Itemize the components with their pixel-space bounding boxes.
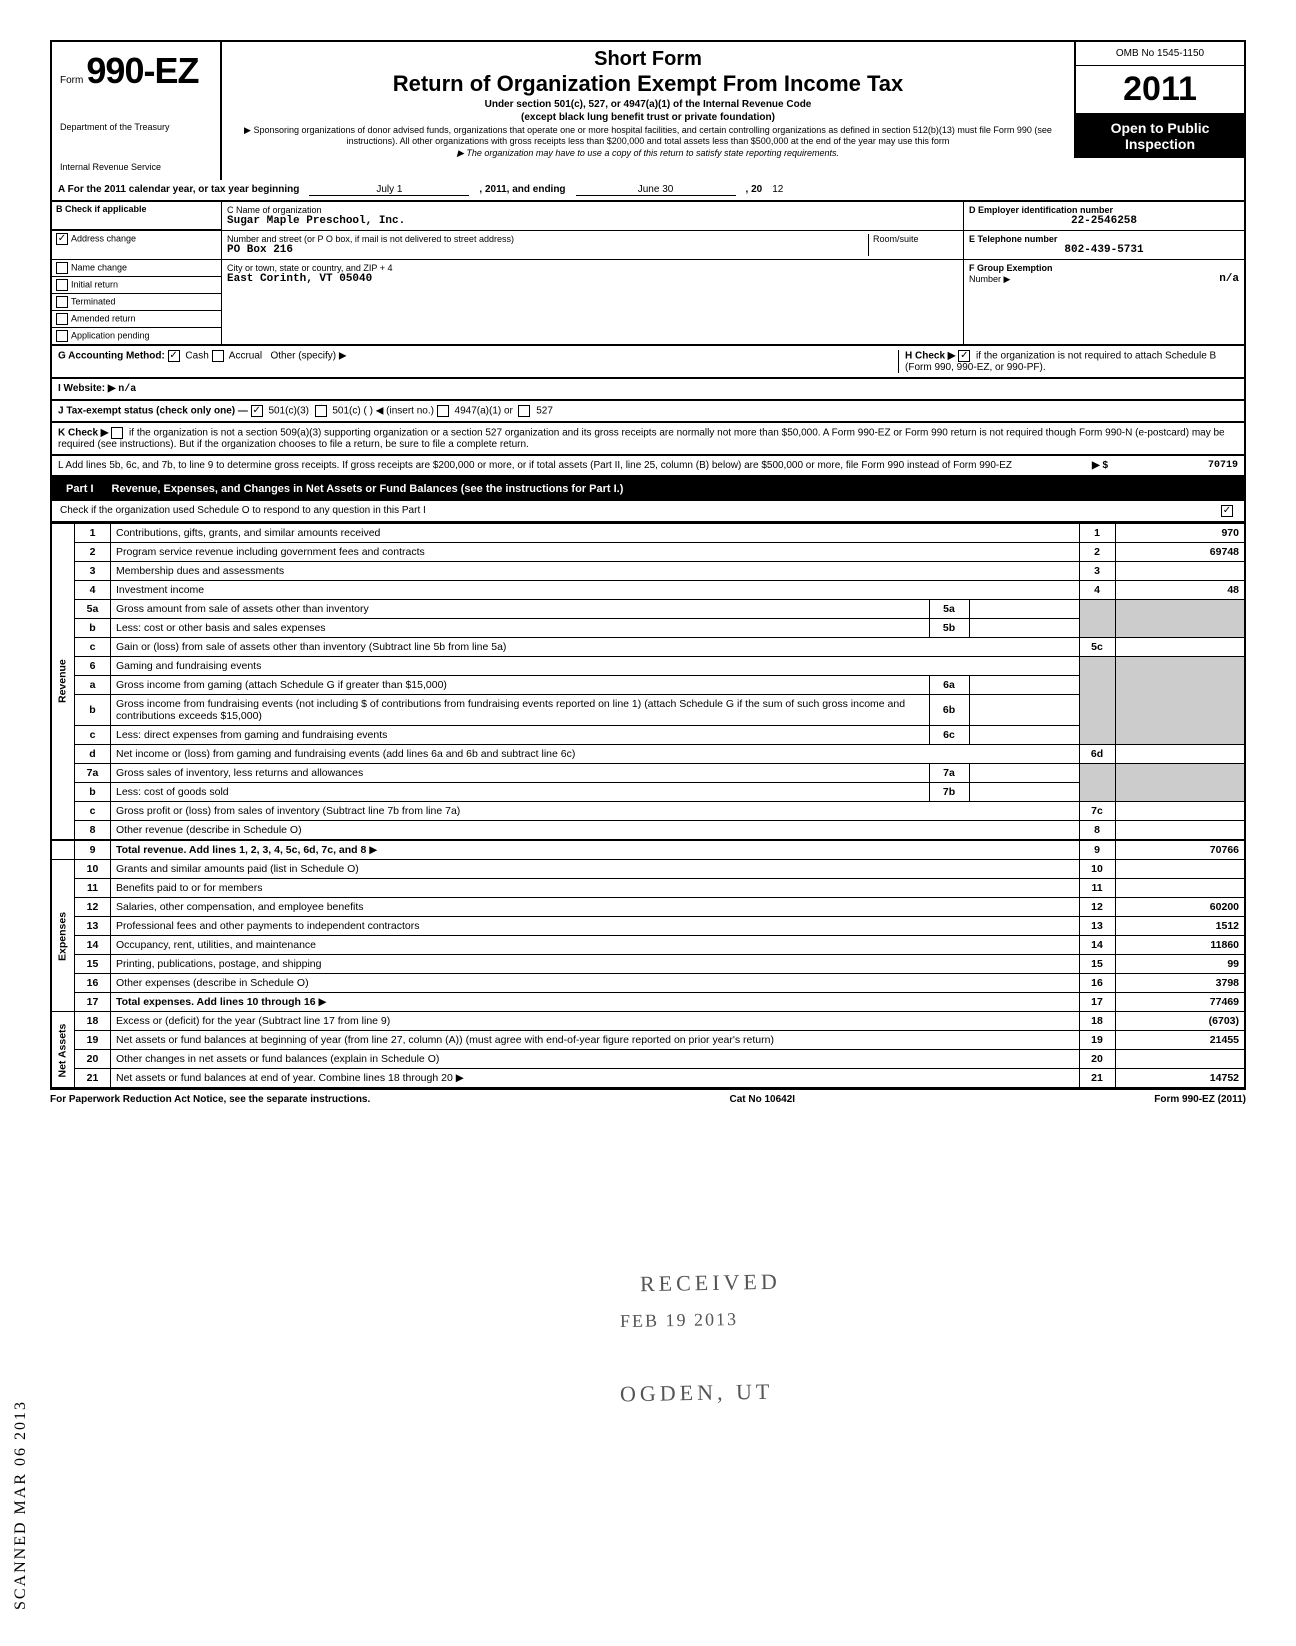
form-reference: Form 990-EZ (2011) xyxy=(1154,1094,1246,1105)
year-prefix: 20 xyxy=(1123,70,1161,108)
line-k-text: if the organization is not a section 509… xyxy=(58,428,1225,450)
short-form-title: Short Form xyxy=(232,48,1064,71)
title-box: Short Form Return of Organization Exempt… xyxy=(222,42,1074,165)
line-i-row: I Website: ▶ n/a xyxy=(50,379,1246,401)
period-endyear-label: , 20 xyxy=(746,184,763,196)
section-netassets: Net Assets xyxy=(51,1012,75,1089)
year-suffix: 11 xyxy=(1161,70,1197,108)
period-endyear: 12 xyxy=(772,184,783,196)
check-501c[interactable] xyxy=(315,405,327,417)
open-public: Open to Public Inspection xyxy=(1076,114,1244,158)
line-k-row: K Check ▶ if the organization is not a s… xyxy=(50,423,1246,456)
entity-block: B Check if applicable C Name of organiza… xyxy=(50,202,1246,346)
group-number-label: Number ▶ xyxy=(969,274,1010,284)
check-cash[interactable]: ✓ xyxy=(168,350,180,362)
part1-title: Revenue, Expenses, and Changes in Net As… xyxy=(112,483,624,495)
line-k-label: K Check ▶ xyxy=(58,428,108,439)
part1-label: Part I xyxy=(58,481,102,497)
period-row: A For the 2011 calendar year, or tax yea… xyxy=(50,180,1246,202)
period-end: June 30 xyxy=(576,184,736,196)
section-b-label: B Check if applicable xyxy=(56,204,147,214)
line-i-label: I Website: ▶ xyxy=(58,383,116,394)
line-g-label: G Accounting Method: xyxy=(58,351,165,362)
stamp-date: FEB 19 2013 xyxy=(620,1309,738,1332)
check-4947[interactable] xyxy=(437,405,449,417)
cat-number: Cat No 10642I xyxy=(729,1094,795,1105)
stamp-received: RECEIVED xyxy=(640,1269,781,1297)
check-name-change[interactable]: Name change xyxy=(52,260,221,277)
main-title: Return of Organization Exempt From Incom… xyxy=(232,71,1064,97)
check-address-change[interactable]: ✓Address change xyxy=(52,231,222,259)
check-amended[interactable]: Amended return xyxy=(52,311,221,328)
period-label: A For the 2011 calendar year, or tax yea… xyxy=(58,184,299,196)
street-value: PO Box 216 xyxy=(227,244,868,256)
open-public-text: Open to Public xyxy=(1082,120,1238,136)
copy-note: ▶ The organization may have to use a cop… xyxy=(232,148,1064,159)
line-l-text: L Add lines 5b, 6c, and 7b, to line 9 to… xyxy=(58,460,1058,471)
dept-irs: Internal Revenue Service xyxy=(60,162,212,172)
lines-table: Revenue 1Contributions, gifts, grants, a… xyxy=(50,522,1246,1089)
form-label: Form xyxy=(60,75,83,86)
stamp-ogden: OGDEN, UT xyxy=(620,1379,774,1408)
period-mid: , 2011, and ending xyxy=(479,184,565,196)
check-accrual[interactable] xyxy=(212,350,224,362)
room-label: Room/suite xyxy=(868,234,958,256)
section-revenue: Revenue xyxy=(51,523,75,840)
part1-check-note: Check if the organization used Schedule … xyxy=(60,505,1221,517)
check-501c3[interactable]: ✓ xyxy=(251,405,263,417)
subtitle2: (except black lung benefit trust or priv… xyxy=(232,112,1064,123)
section-d-label: D Employer identification number xyxy=(969,205,1113,215)
check-app-pending[interactable]: Application pending xyxy=(52,328,221,344)
city-value: East Corinth, VT 05040 xyxy=(227,273,958,285)
check-schedule-b[interactable]: ✓ xyxy=(958,350,970,362)
form-number: 990-EZ xyxy=(86,50,198,91)
ein-value: 22-2546258 xyxy=(969,215,1239,227)
check-k[interactable] xyxy=(111,427,123,439)
phone-value: 802-439-5731 xyxy=(969,244,1239,256)
part1-header: Part I Revenue, Expenses, and Changes in… xyxy=(50,477,1246,501)
section-c-label: C Name of organization xyxy=(227,205,958,215)
line-g-h: G Accounting Method: ✓ Cash Accrual Othe… xyxy=(50,346,1246,379)
street-label: Number and street (or P O box, if mail i… xyxy=(227,234,868,244)
stamp-scanned: SCANNED MAR 06 2013 xyxy=(12,1400,30,1610)
group-number-value: n/a xyxy=(1219,273,1239,285)
line-j-label: J Tax-exempt status (check only one) — xyxy=(58,406,248,417)
section-e-label: E Telephone number xyxy=(969,234,1057,244)
omb-number: OMB No 1545-1150 xyxy=(1076,42,1244,66)
sponsor-note: ▶ Sponsoring organizations of donor advi… xyxy=(232,125,1064,146)
line-l-value: 70719 xyxy=(1108,460,1238,471)
subtitle: Under section 501(c), 527, or 4947(a)(1)… xyxy=(232,99,1064,110)
city-label: City or town, state or country, and ZIP … xyxy=(227,263,958,273)
line-l-arrow: ▶ $ xyxy=(1092,460,1108,471)
inspection-text: Inspection xyxy=(1082,136,1238,152)
dept-treasury: Department of the Treasury xyxy=(60,122,212,132)
check-527[interactable] xyxy=(518,405,530,417)
line-l-row: L Add lines 5b, 6c, and 7b, to line 9 to… xyxy=(50,456,1246,477)
year-box: 2011 xyxy=(1076,66,1244,114)
line-h-label: H Check ▶ xyxy=(905,351,955,362)
period-begin: July 1 xyxy=(309,184,469,196)
check-terminated[interactable]: Terminated xyxy=(52,294,221,311)
org-name: Sugar Maple Preschool, Inc. xyxy=(227,215,958,227)
section-expenses: Expenses xyxy=(51,860,75,1012)
paperwork-notice: For Paperwork Reduction Act Notice, see … xyxy=(50,1094,370,1105)
right-box: OMB No 1545-1150 2011 Open to Public Ins… xyxy=(1074,42,1244,158)
website-value: n/a xyxy=(118,384,136,395)
form-header: Form 990-EZ Department of the Treasury I… xyxy=(50,40,1246,180)
section-f-label: F Group Exemption xyxy=(969,263,1053,273)
part1-check-row: Check if the organization used Schedule … xyxy=(50,501,1246,522)
footer-row: For Paperwork Reduction Act Notice, see … xyxy=(50,1089,1246,1105)
check-initial-return[interactable]: Initial return xyxy=(52,277,221,294)
check-schedule-o[interactable]: ✓ xyxy=(1221,505,1233,517)
line-j-row: J Tax-exempt status (check only one) — ✓… xyxy=(50,401,1246,423)
form-id-box: Form 990-EZ Department of the Treasury I… xyxy=(52,42,222,180)
